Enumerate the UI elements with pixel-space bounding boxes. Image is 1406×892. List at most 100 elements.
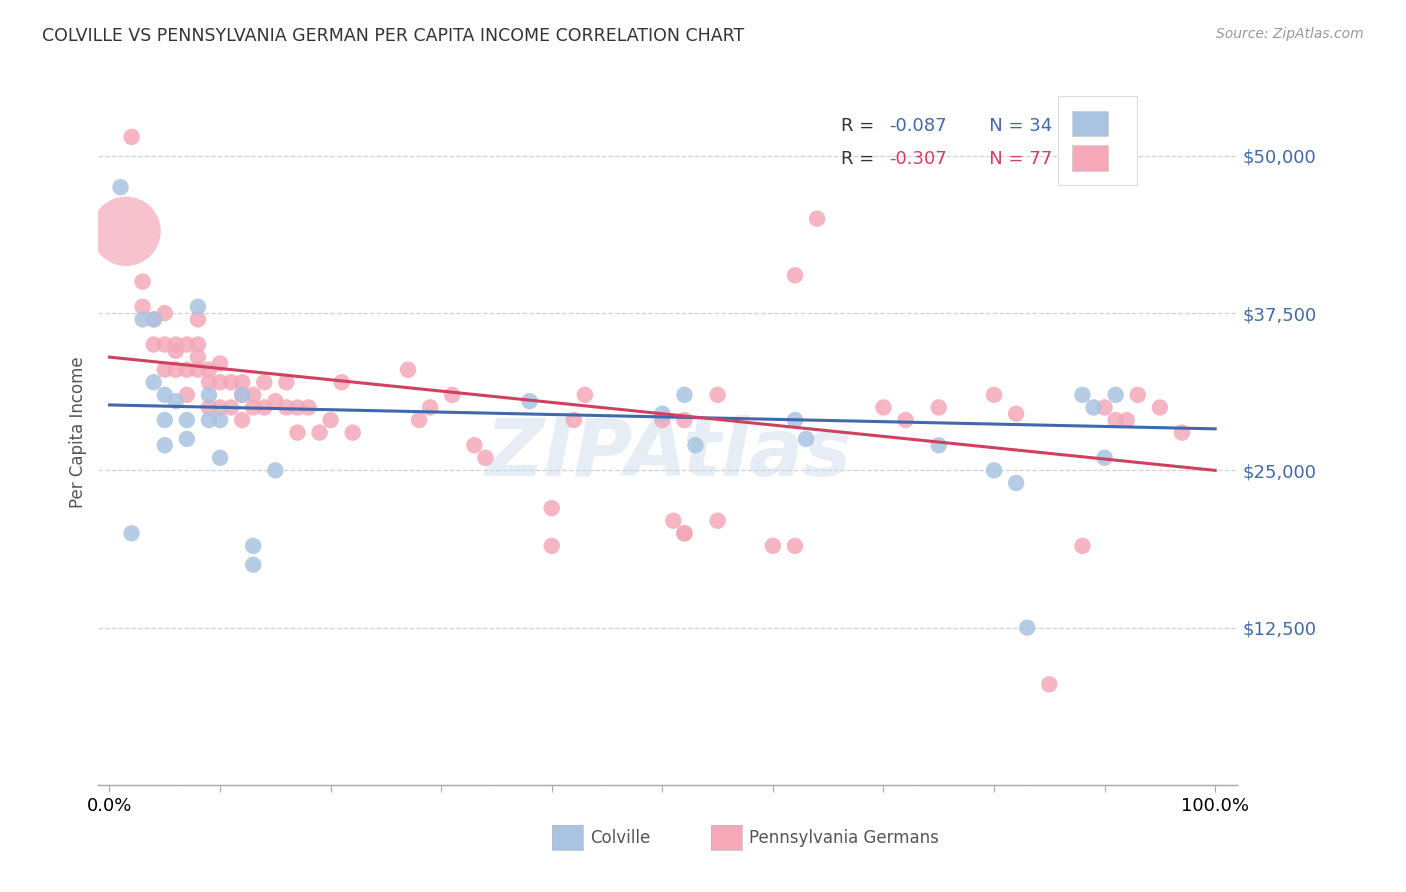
Point bbox=[1126, 388, 1149, 402]
Point bbox=[219, 401, 242, 415]
Point bbox=[983, 463, 1005, 477]
Point bbox=[131, 300, 153, 314]
Point bbox=[231, 388, 253, 402]
Point bbox=[685, 438, 707, 452]
Point bbox=[131, 275, 153, 289]
Point bbox=[1094, 450, 1116, 465]
Point bbox=[142, 376, 165, 390]
Point bbox=[540, 501, 562, 516]
Point bbox=[165, 343, 187, 358]
Point bbox=[651, 413, 673, 427]
Text: -0.087: -0.087 bbox=[889, 117, 946, 135]
Point bbox=[1094, 401, 1116, 415]
Text: N = 34: N = 34 bbox=[972, 117, 1052, 135]
Point bbox=[706, 514, 728, 528]
Point bbox=[928, 401, 950, 415]
Text: N = 77: N = 77 bbox=[972, 150, 1052, 169]
Point bbox=[783, 413, 806, 427]
Point bbox=[651, 407, 673, 421]
Point bbox=[142, 312, 165, 326]
Point bbox=[1149, 401, 1171, 415]
Point bbox=[153, 413, 176, 427]
Point bbox=[131, 312, 153, 326]
Point bbox=[342, 425, 364, 440]
Point bbox=[1171, 425, 1194, 440]
Point bbox=[662, 514, 685, 528]
Point bbox=[176, 337, 198, 351]
Point bbox=[209, 450, 232, 465]
Point bbox=[121, 526, 143, 541]
Text: R =: R = bbox=[841, 150, 880, 169]
Point bbox=[176, 413, 198, 427]
Point bbox=[198, 401, 221, 415]
Point bbox=[242, 388, 264, 402]
Text: R =: R = bbox=[841, 117, 880, 135]
Point bbox=[209, 401, 232, 415]
Point bbox=[894, 413, 917, 427]
Point bbox=[165, 337, 187, 351]
Point bbox=[242, 539, 264, 553]
Point bbox=[219, 376, 242, 390]
Point bbox=[198, 413, 221, 427]
Point bbox=[1115, 413, 1137, 427]
Point bbox=[276, 376, 298, 390]
Point bbox=[165, 394, 187, 409]
Point bbox=[121, 129, 143, 144]
Point bbox=[574, 388, 596, 402]
Point bbox=[673, 388, 696, 402]
Point bbox=[153, 438, 176, 452]
Point bbox=[1104, 413, 1126, 427]
Point bbox=[1071, 539, 1094, 553]
Point bbox=[706, 388, 728, 402]
Point bbox=[1017, 621, 1039, 635]
Point bbox=[198, 388, 221, 402]
Point bbox=[176, 388, 198, 402]
Point bbox=[540, 539, 562, 553]
Legend: , : , bbox=[1057, 96, 1137, 186]
Point bbox=[928, 438, 950, 452]
Text: Colville: Colville bbox=[591, 829, 650, 847]
Point bbox=[187, 300, 209, 314]
Point bbox=[673, 413, 696, 427]
Point bbox=[231, 413, 253, 427]
Point bbox=[153, 306, 176, 320]
Point bbox=[287, 401, 309, 415]
Point bbox=[209, 356, 232, 370]
Point bbox=[153, 362, 176, 376]
Point bbox=[1005, 407, 1028, 421]
Point bbox=[319, 413, 342, 427]
Point bbox=[142, 337, 165, 351]
Point bbox=[419, 401, 441, 415]
Point bbox=[253, 376, 276, 390]
Point bbox=[519, 394, 541, 409]
Point bbox=[276, 401, 298, 415]
Point bbox=[264, 394, 287, 409]
Point bbox=[187, 350, 209, 364]
Point bbox=[165, 362, 187, 376]
Text: Pennsylvania Germans: Pennsylvania Germans bbox=[748, 829, 939, 847]
Point bbox=[474, 450, 496, 465]
Point bbox=[198, 362, 221, 376]
Point bbox=[1005, 475, 1028, 490]
Point bbox=[762, 539, 785, 553]
Point bbox=[209, 376, 232, 390]
Point bbox=[1038, 677, 1060, 691]
Point bbox=[872, 401, 894, 415]
Point bbox=[187, 312, 209, 326]
Point bbox=[983, 388, 1005, 402]
Point bbox=[287, 425, 309, 440]
Point bbox=[231, 376, 253, 390]
Point bbox=[1071, 388, 1094, 402]
Point bbox=[264, 463, 287, 477]
Text: Source: ZipAtlas.com: Source: ZipAtlas.com bbox=[1216, 27, 1364, 41]
Point bbox=[297, 401, 319, 415]
Point bbox=[1083, 401, 1105, 415]
Point bbox=[115, 224, 138, 238]
Point bbox=[396, 362, 419, 376]
Point bbox=[231, 388, 253, 402]
Point bbox=[441, 388, 464, 402]
Point bbox=[242, 558, 264, 572]
Point bbox=[176, 432, 198, 446]
Y-axis label: Per Capita Income: Per Capita Income bbox=[69, 357, 87, 508]
Point bbox=[562, 413, 585, 427]
